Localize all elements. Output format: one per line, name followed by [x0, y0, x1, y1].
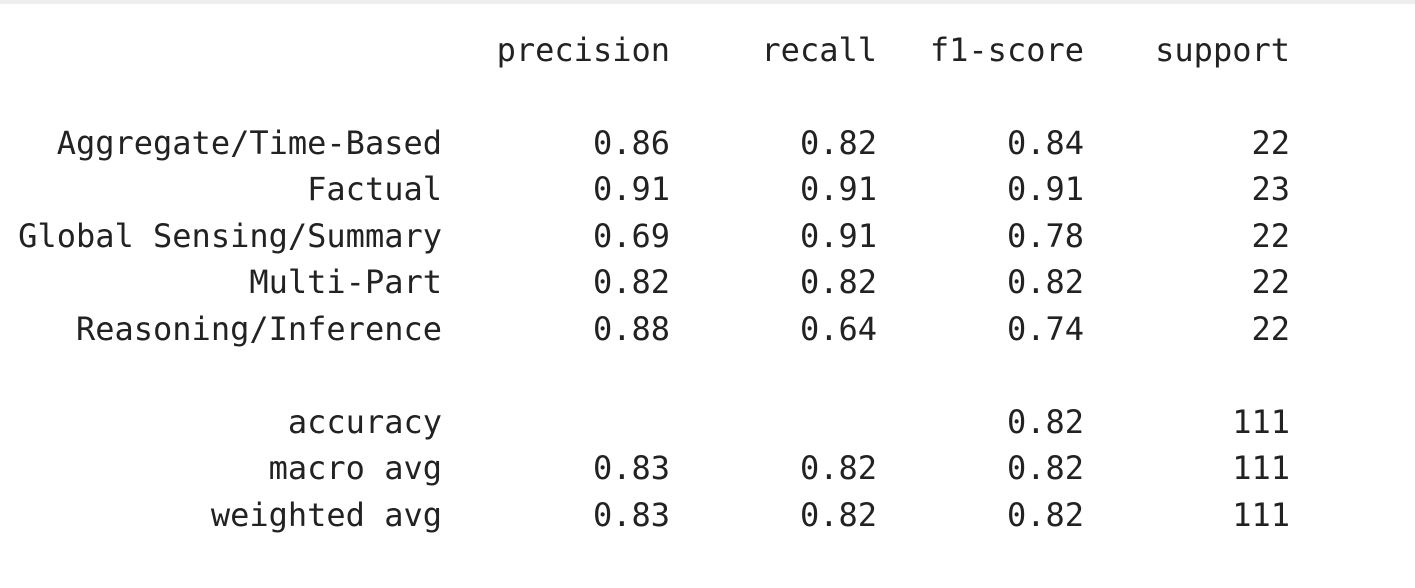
- row-f1-score: 0.74: [1006, 310, 1084, 348]
- row-support: 22: [1251, 217, 1290, 255]
- row-recall: 0.64: [799, 310, 877, 348]
- header-f1-score: f1-score: [929, 31, 1084, 69]
- summary-support: 111: [1232, 403, 1290, 441]
- row-recall: 0.82: [799, 263, 877, 301]
- summary-recall: 0.82: [799, 449, 877, 487]
- header-recall: recall: [761, 31, 877, 69]
- summary-precision: 0.83: [592, 449, 670, 487]
- row-label: Factual: [307, 170, 442, 208]
- summary-recall: 0.82: [799, 496, 877, 534]
- summary-f1-score: 0.82: [1006, 403, 1084, 441]
- header-precision: precision: [496, 31, 670, 69]
- header-support: support: [1155, 31, 1290, 69]
- row-f1-score: 0.91: [1006, 170, 1084, 208]
- row-label: Multi-Part: [249, 263, 442, 301]
- row-recall: 0.91: [799, 170, 877, 208]
- summary-f1-score: 0.82: [1006, 496, 1084, 534]
- row-precision: 0.88: [592, 310, 670, 348]
- row-precision: 0.82: [592, 263, 670, 301]
- row-label: Global Sensing/Summary: [18, 217, 442, 255]
- row-precision: 0.86: [592, 124, 670, 162]
- summary-support: 111: [1232, 496, 1290, 534]
- row-support: 22: [1251, 263, 1290, 301]
- row-support: 23: [1251, 170, 1290, 208]
- row-f1-score: 0.78: [1006, 217, 1084, 255]
- top-divider: [0, 0, 1415, 4]
- row-label: Reasoning/Inference: [75, 310, 442, 348]
- summary-label: accuracy: [287, 403, 442, 441]
- row-recall: 0.91: [799, 217, 877, 255]
- row-recall: 0.82: [799, 124, 877, 162]
- summary-f1-score: 0.82: [1006, 449, 1084, 487]
- row-support: 22: [1251, 310, 1290, 348]
- row-label: Aggregate/Time-Based: [56, 124, 442, 162]
- summary-precision: 0.83: [592, 496, 670, 534]
- row-support: 22: [1251, 124, 1290, 162]
- summary-label: macro avg: [268, 449, 442, 487]
- row-f1-score: 0.82: [1006, 263, 1084, 301]
- summary-support: 111: [1232, 449, 1290, 487]
- row-f1-score: 0.84: [1006, 124, 1084, 162]
- summary-label: weighted avg: [210, 496, 442, 534]
- row-precision: 0.69: [592, 217, 670, 255]
- row-precision: 0.91: [592, 170, 670, 208]
